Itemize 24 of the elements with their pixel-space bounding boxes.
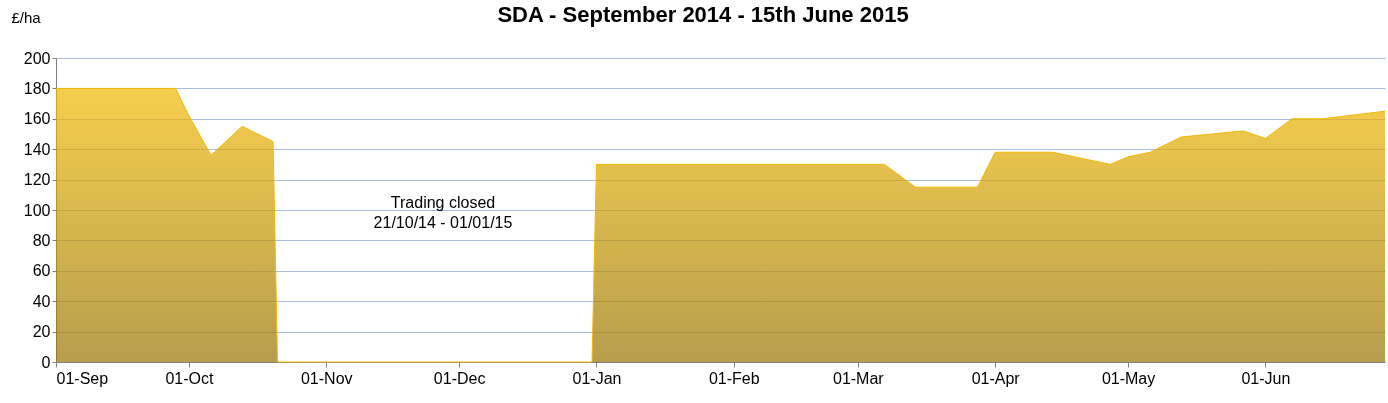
y-tick-label: 20: [32, 323, 51, 341]
x-tick-label: 01-Nov: [300, 369, 353, 387]
y-tick-label: 200: [23, 49, 51, 67]
x-tick-label: 01-Jan: [572, 369, 622, 387]
x-tick-label: 01-May: [1101, 369, 1156, 387]
y-tick-label: 80: [32, 231, 51, 249]
x-tick-label: 01-Oct: [165, 369, 214, 387]
x-tick-label: 01-Feb: [708, 369, 760, 387]
y-tick-label: 180: [23, 79, 51, 97]
y-tick-label: 40: [32, 292, 51, 310]
x-tick-label: 01-Mar: [832, 369, 885, 387]
chart-title: SDA - September 2014 - 15th June 2015: [497, 2, 909, 27]
x-tick-label: 01-Dec: [433, 369, 486, 387]
y-tick-label: 0: [41, 353, 51, 371]
y-tick-label: 100: [23, 201, 51, 219]
y-tick-label: 160: [23, 110, 51, 128]
annotation: Trading closed 21/10/14 - 01/01/15: [373, 194, 513, 231]
y-axis-title: £/ha: [11, 9, 42, 26]
x-tick-label: 01-Apr: [971, 369, 1021, 387]
y-tick-label: 140: [23, 140, 51, 158]
y-tick-label: 120: [23, 171, 51, 189]
x-tick-label: 01-Jun: [1241, 369, 1291, 387]
x-tick-label: 01-Sep: [56, 369, 109, 387]
y-tick-label: 60: [32, 262, 51, 280]
